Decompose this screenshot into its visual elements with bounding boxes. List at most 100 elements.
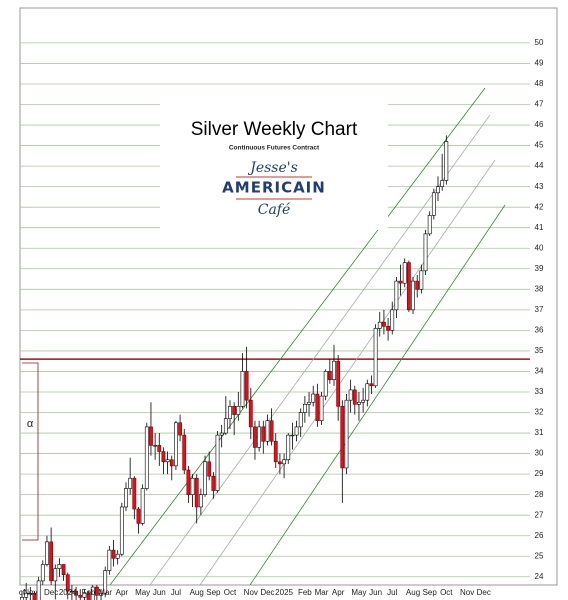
- y-tick-label: 24: [535, 572, 544, 581]
- candle-body: [332, 360, 336, 380]
- candle-body: [140, 488, 145, 524]
- candles: [20, 135, 449, 600]
- candle-body: [311, 393, 316, 403]
- x-tick-label: Feb: [298, 588, 312, 597]
- candle-body: [86, 592, 91, 600]
- candle-body: [394, 280, 399, 311]
- y-tick-label: 42: [535, 202, 544, 211]
- x-tick-label: Jun: [369, 588, 382, 597]
- candle-body: [265, 420, 270, 442]
- candle-body: [178, 422, 182, 436]
- x-tick-label: Nov: [244, 588, 258, 597]
- candle-body: [94, 586, 99, 596]
- y-tick-label: 27: [535, 510, 544, 519]
- candle-body: [20, 597, 24, 600]
- x-tick-label: Oct: [440, 588, 453, 597]
- candle-body: [361, 399, 366, 403]
- candle-body: [340, 406, 345, 469]
- x-tick-label: May: [351, 588, 366, 597]
- y-tick-label: 31: [535, 428, 544, 437]
- y-tick-label: 50: [535, 38, 544, 47]
- candle-body: [124, 488, 128, 508]
- x-tick-label: Aug: [406, 588, 420, 597]
- candle-body: [319, 395, 324, 422]
- candle-body: [228, 406, 232, 419]
- candle-body: [82, 592, 87, 598]
- y-tick-label: 41: [535, 223, 544, 232]
- candle-body: [24, 592, 29, 598]
- candle-body: [78, 594, 83, 598]
- candle-body: [53, 568, 58, 582]
- y-tick-label: 28: [535, 490, 544, 499]
- x-tick-label: Dec: [260, 588, 274, 597]
- candle-body: [157, 445, 162, 452]
- candle-body: [211, 475, 216, 491]
- y-tick-label: 47: [535, 100, 544, 109]
- x-tick-label: Nov: [23, 588, 37, 597]
- y-tick-label: 26: [535, 531, 544, 540]
- candle-body: [402, 262, 407, 284]
- candle-body: [132, 477, 137, 510]
- x-tick-label: ct: [19, 588, 26, 597]
- x-tick-label: 2024: [59, 588, 77, 597]
- y-tick-label: 44: [535, 161, 544, 170]
- y-tick-label: 29: [535, 469, 544, 478]
- candle-body: [323, 371, 328, 397]
- candle-body: [302, 404, 307, 413]
- y-tick-label: 37: [535, 305, 544, 314]
- candle-body: [136, 508, 141, 524]
- candle-body: [278, 461, 282, 465]
- x-tick-label: Jul: [171, 588, 181, 597]
- candle-body: [294, 426, 299, 436]
- candle-body: [65, 574, 70, 592]
- x-tick-label: Apr: [116, 588, 129, 597]
- candle-body: [390, 309, 395, 331]
- candle-body: [28, 592, 33, 595]
- y-tick-label: 43: [535, 182, 544, 191]
- y-tick-label: 46: [535, 120, 544, 129]
- candle-body: [257, 426, 262, 448]
- bracket: [22, 362, 39, 541]
- candle-body: [415, 280, 420, 290]
- x-tick-label: Sep: [423, 588, 438, 597]
- candle-body: [149, 426, 153, 446]
- labels: 24 25 26 27 28 29 30 31 32 33 34 35 36 37 38 39 40 41 42 43…: [19, 38, 544, 597]
- candle-body: [182, 434, 187, 471]
- alpha-bracket: [22, 362, 39, 541]
- y-tick-label: 32: [535, 408, 544, 417]
- candle-body: [198, 494, 203, 508]
- candle-body: [352, 389, 357, 405]
- candle-body: [203, 461, 207, 495]
- x-tick-label: Nov: [460, 588, 474, 597]
- candle-body: [70, 590, 74, 593]
- plot-frame: [19, 7, 558, 586]
- x-tick-label: Dec: [477, 588, 491, 597]
- candle-body: [406, 262, 411, 311]
- candle-body: [282, 459, 286, 465]
- y-tick-label: 34: [535, 367, 544, 376]
- logo-text: Café: [258, 202, 291, 218]
- candle-body: [215, 434, 220, 491]
- y-tick-label: 25: [535, 551, 544, 560]
- logo-text: AMERICAIN: [222, 179, 326, 197]
- candle-body: [431, 192, 436, 216]
- y-tick-label: 45: [535, 141, 544, 150]
- candle-body: [119, 506, 124, 555]
- candle-body: [373, 328, 378, 387]
- candle-body: [240, 371, 245, 407]
- candle-body: [115, 553, 120, 559]
- x-tick-label: Mar: [98, 588, 112, 597]
- candle-body: [327, 371, 332, 380]
- candle-body: [261, 426, 266, 442]
- candle-body: [248, 399, 253, 428]
- candle-body: [382, 321, 386, 327]
- candle-body: [49, 541, 54, 582]
- x-tick-label: Dec: [44, 588, 58, 597]
- candle-body: [286, 434, 291, 461]
- y-tick-label: 40: [535, 243, 544, 252]
- x-tick-label: 2025: [275, 588, 293, 597]
- candle-body: [186, 469, 191, 495]
- x-tick-label: Jul: [387, 588, 397, 597]
- y-tick-label: 36: [535, 325, 544, 334]
- candle-body: [298, 412, 303, 428]
